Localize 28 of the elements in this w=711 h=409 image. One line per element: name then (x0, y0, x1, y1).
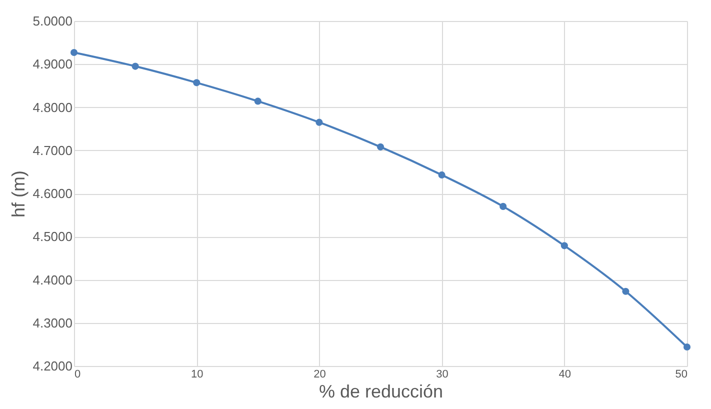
y-tick-label: 4.9000 (32, 56, 72, 72)
y-tick-label: 4.8000 (32, 100, 72, 115)
y-tick-label: 4.7000 (32, 142, 72, 158)
point (254, 98, 262, 105)
x-tick-label: 10 (190, 368, 204, 380)
y-tick-label: 5.0000 (32, 14, 72, 28)
point (438, 171, 446, 178)
point (683, 343, 691, 351)
x-tick-label: 20 (314, 368, 326, 380)
y-tick-label: 4.4000 (32, 272, 72, 288)
y-tick-label: 4.5000 (32, 229, 72, 244)
point (132, 62, 139, 70)
x-axis-title: % de reducción (318, 382, 444, 402)
x-tick-label: 30 (436, 368, 448, 380)
point (560, 242, 568, 250)
point (622, 288, 630, 295)
point (500, 202, 507, 210)
y-tick-label: 4.6000 (32, 186, 72, 201)
x-tick-label: 0 (74, 368, 81, 380)
y-axis-title: hf (m) (8, 170, 29, 218)
point (316, 118, 323, 126)
x-tick-label: 50 (675, 368, 688, 380)
point (376, 143, 384, 150)
point (193, 79, 200, 86)
y-tick-label: 4.2000 (32, 358, 72, 374)
point (70, 48, 78, 56)
x-tick-label: 40 (558, 368, 572, 380)
y-tick-label: 4.3000 (32, 315, 72, 330)
